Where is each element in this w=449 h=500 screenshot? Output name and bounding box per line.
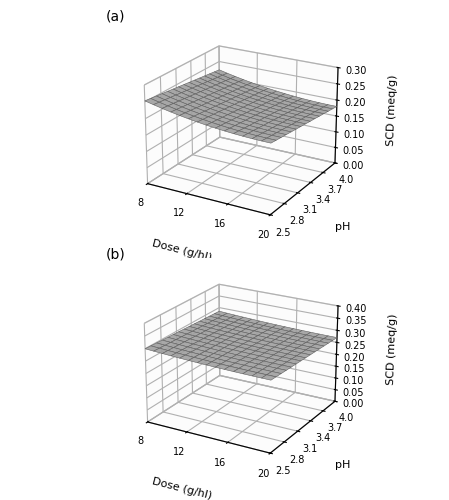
Text: (a): (a) xyxy=(106,9,125,23)
X-axis label: Dose (g/hl): Dose (g/hl) xyxy=(151,238,213,262)
X-axis label: Dose (g/hl): Dose (g/hl) xyxy=(151,476,213,500)
Y-axis label: pH: pH xyxy=(335,222,350,232)
Y-axis label: pH: pH xyxy=(335,460,350,470)
Text: (b): (b) xyxy=(106,248,126,262)
